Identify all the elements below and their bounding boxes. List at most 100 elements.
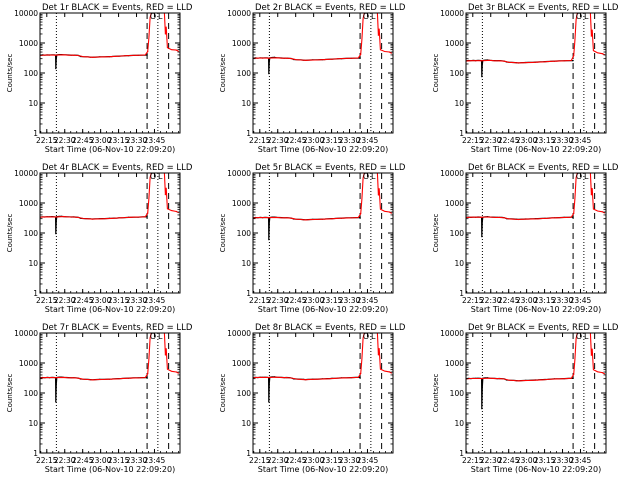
y-tick-label: 1 [246, 289, 251, 298]
y-tick-label: 100 [450, 69, 465, 78]
events-point [358, 216, 361, 219]
lld-point [556, 217, 558, 219]
x-axis-label: Start Time (06-Nov-10 22:09:20) [471, 465, 601, 474]
y-tick-label: 1 [459, 449, 464, 458]
y-tick-label: 1 [33, 289, 38, 298]
lld-point [268, 217, 270, 219]
events-point [55, 233, 57, 235]
y-tick-label: 1000 [232, 359, 251, 368]
lld-point [92, 218, 94, 220]
y-tick-label: 10000 [14, 169, 38, 178]
y-tick-label: 10 [28, 259, 38, 268]
x-tick-label: 23:45 [144, 136, 166, 145]
x-tick-label: 23:30 [339, 136, 361, 145]
y-tick-label: 1000 [445, 359, 464, 368]
x-axis-label: Start Time (06-Nov-10 22:09:20) [471, 305, 601, 314]
y-tick-label: 10 [28, 99, 38, 108]
x-tick-label: 22:30 [54, 296, 76, 305]
lld-point [111, 378, 113, 380]
lld-point [111, 217, 113, 219]
y-tick-label: 100 [24, 389, 39, 398]
x-tick-label: 22:45 [498, 456, 520, 465]
panel-title: Det 4r BLACK = Events, RED = LLD [42, 163, 193, 173]
x-tick-label: 23:30 [339, 456, 361, 465]
lld-point [518, 62, 520, 64]
lld-point [175, 49, 177, 51]
lld-point [556, 60, 558, 62]
lld-series-line [466, 333, 606, 382]
x-tick-label: 23:15 [534, 136, 556, 145]
x-tick-label: 22:30 [54, 136, 76, 145]
lld-point [305, 379, 307, 381]
lld-point [498, 60, 501, 62]
x-tick-label: 22:30 [267, 456, 289, 465]
y-axis-label: Counts/sec [6, 54, 14, 93]
lld-point [601, 53, 604, 55]
lld-point [388, 211, 390, 213]
lld-point [324, 59, 326, 61]
lld-point [518, 380, 520, 382]
x-tick-label: 22:30 [480, 296, 502, 305]
events-point [358, 57, 361, 59]
series-group [466, 173, 606, 238]
x-tick-label: 22:30 [480, 136, 502, 145]
lld-point [147, 50, 149, 53]
series-group [253, 13, 393, 75]
y-tick-label: 100 [450, 229, 465, 238]
marker-o: O [150, 332, 156, 341]
x-axis-label: Start Time (06-Nov-10 22:09:20) [471, 145, 601, 154]
lld-point [72, 54, 75, 56]
x-tick-label: 23:45 [357, 136, 379, 145]
lld-point [481, 60, 483, 62]
lld-series-line [40, 13, 180, 58]
x-tick-label: 22:45 [285, 456, 307, 465]
x-tick-label: 22:15 [249, 296, 271, 305]
y-tick-label: 10000 [227, 329, 251, 338]
y-axis-label: Counts/sec [219, 54, 227, 93]
y-tick-label: 10 [454, 419, 464, 428]
events-point [145, 376, 148, 379]
x-tick-label: 23:15 [321, 456, 343, 465]
events-point [571, 60, 574, 62]
lld-point [498, 378, 501, 380]
lld-point [537, 218, 539, 220]
lld-series-line [253, 13, 393, 61]
marker-o: O [576, 12, 582, 21]
lld-point [601, 211, 604, 213]
panel-title: Det 8r BLACK = Events, RED = LLD [255, 323, 406, 333]
y-tick-label: 100 [237, 229, 252, 238]
lld-point [537, 61, 539, 63]
events-point [55, 401, 57, 403]
lld-point [601, 372, 604, 374]
lld-point [343, 57, 345, 60]
x-tick-label: 22:15 [36, 136, 58, 145]
events-point [268, 401, 270, 403]
lld-point [590, 354, 593, 356]
x-tick-label: 23:45 [357, 456, 379, 465]
y-tick-label: 1000 [445, 199, 464, 208]
x-tick-label: 23:15 [534, 456, 556, 465]
x-tick-label: 23:30 [126, 456, 148, 465]
y-axis-label: Counts/sec [219, 214, 227, 253]
lld-point [92, 56, 94, 58]
marker-o: O [363, 172, 369, 181]
x-tick-label: 23:30 [339, 296, 361, 305]
lld-series-line [466, 173, 606, 221]
x-tick-label: 23:45 [144, 456, 166, 465]
y-axis-label: Counts/sec [219, 374, 227, 413]
y-tick-label: 10 [454, 99, 464, 108]
x-axis-label: Start Time (06-Nov-10 22:09:20) [258, 145, 388, 154]
y-tick-label: 1 [459, 129, 464, 138]
lld-point [130, 377, 132, 379]
marker-l: L [584, 172, 589, 181]
lld-point [590, 194, 593, 196]
x-axis-label: Start Time (06-Nov-10 22:09:20) [45, 465, 175, 474]
y-tick-label: 10000 [440, 9, 464, 18]
lld-point [388, 51, 390, 53]
x-tick-label: 23:15 [534, 296, 556, 305]
x-tick-label: 23:00 [303, 296, 325, 305]
x-tick-label: 23:30 [126, 136, 148, 145]
